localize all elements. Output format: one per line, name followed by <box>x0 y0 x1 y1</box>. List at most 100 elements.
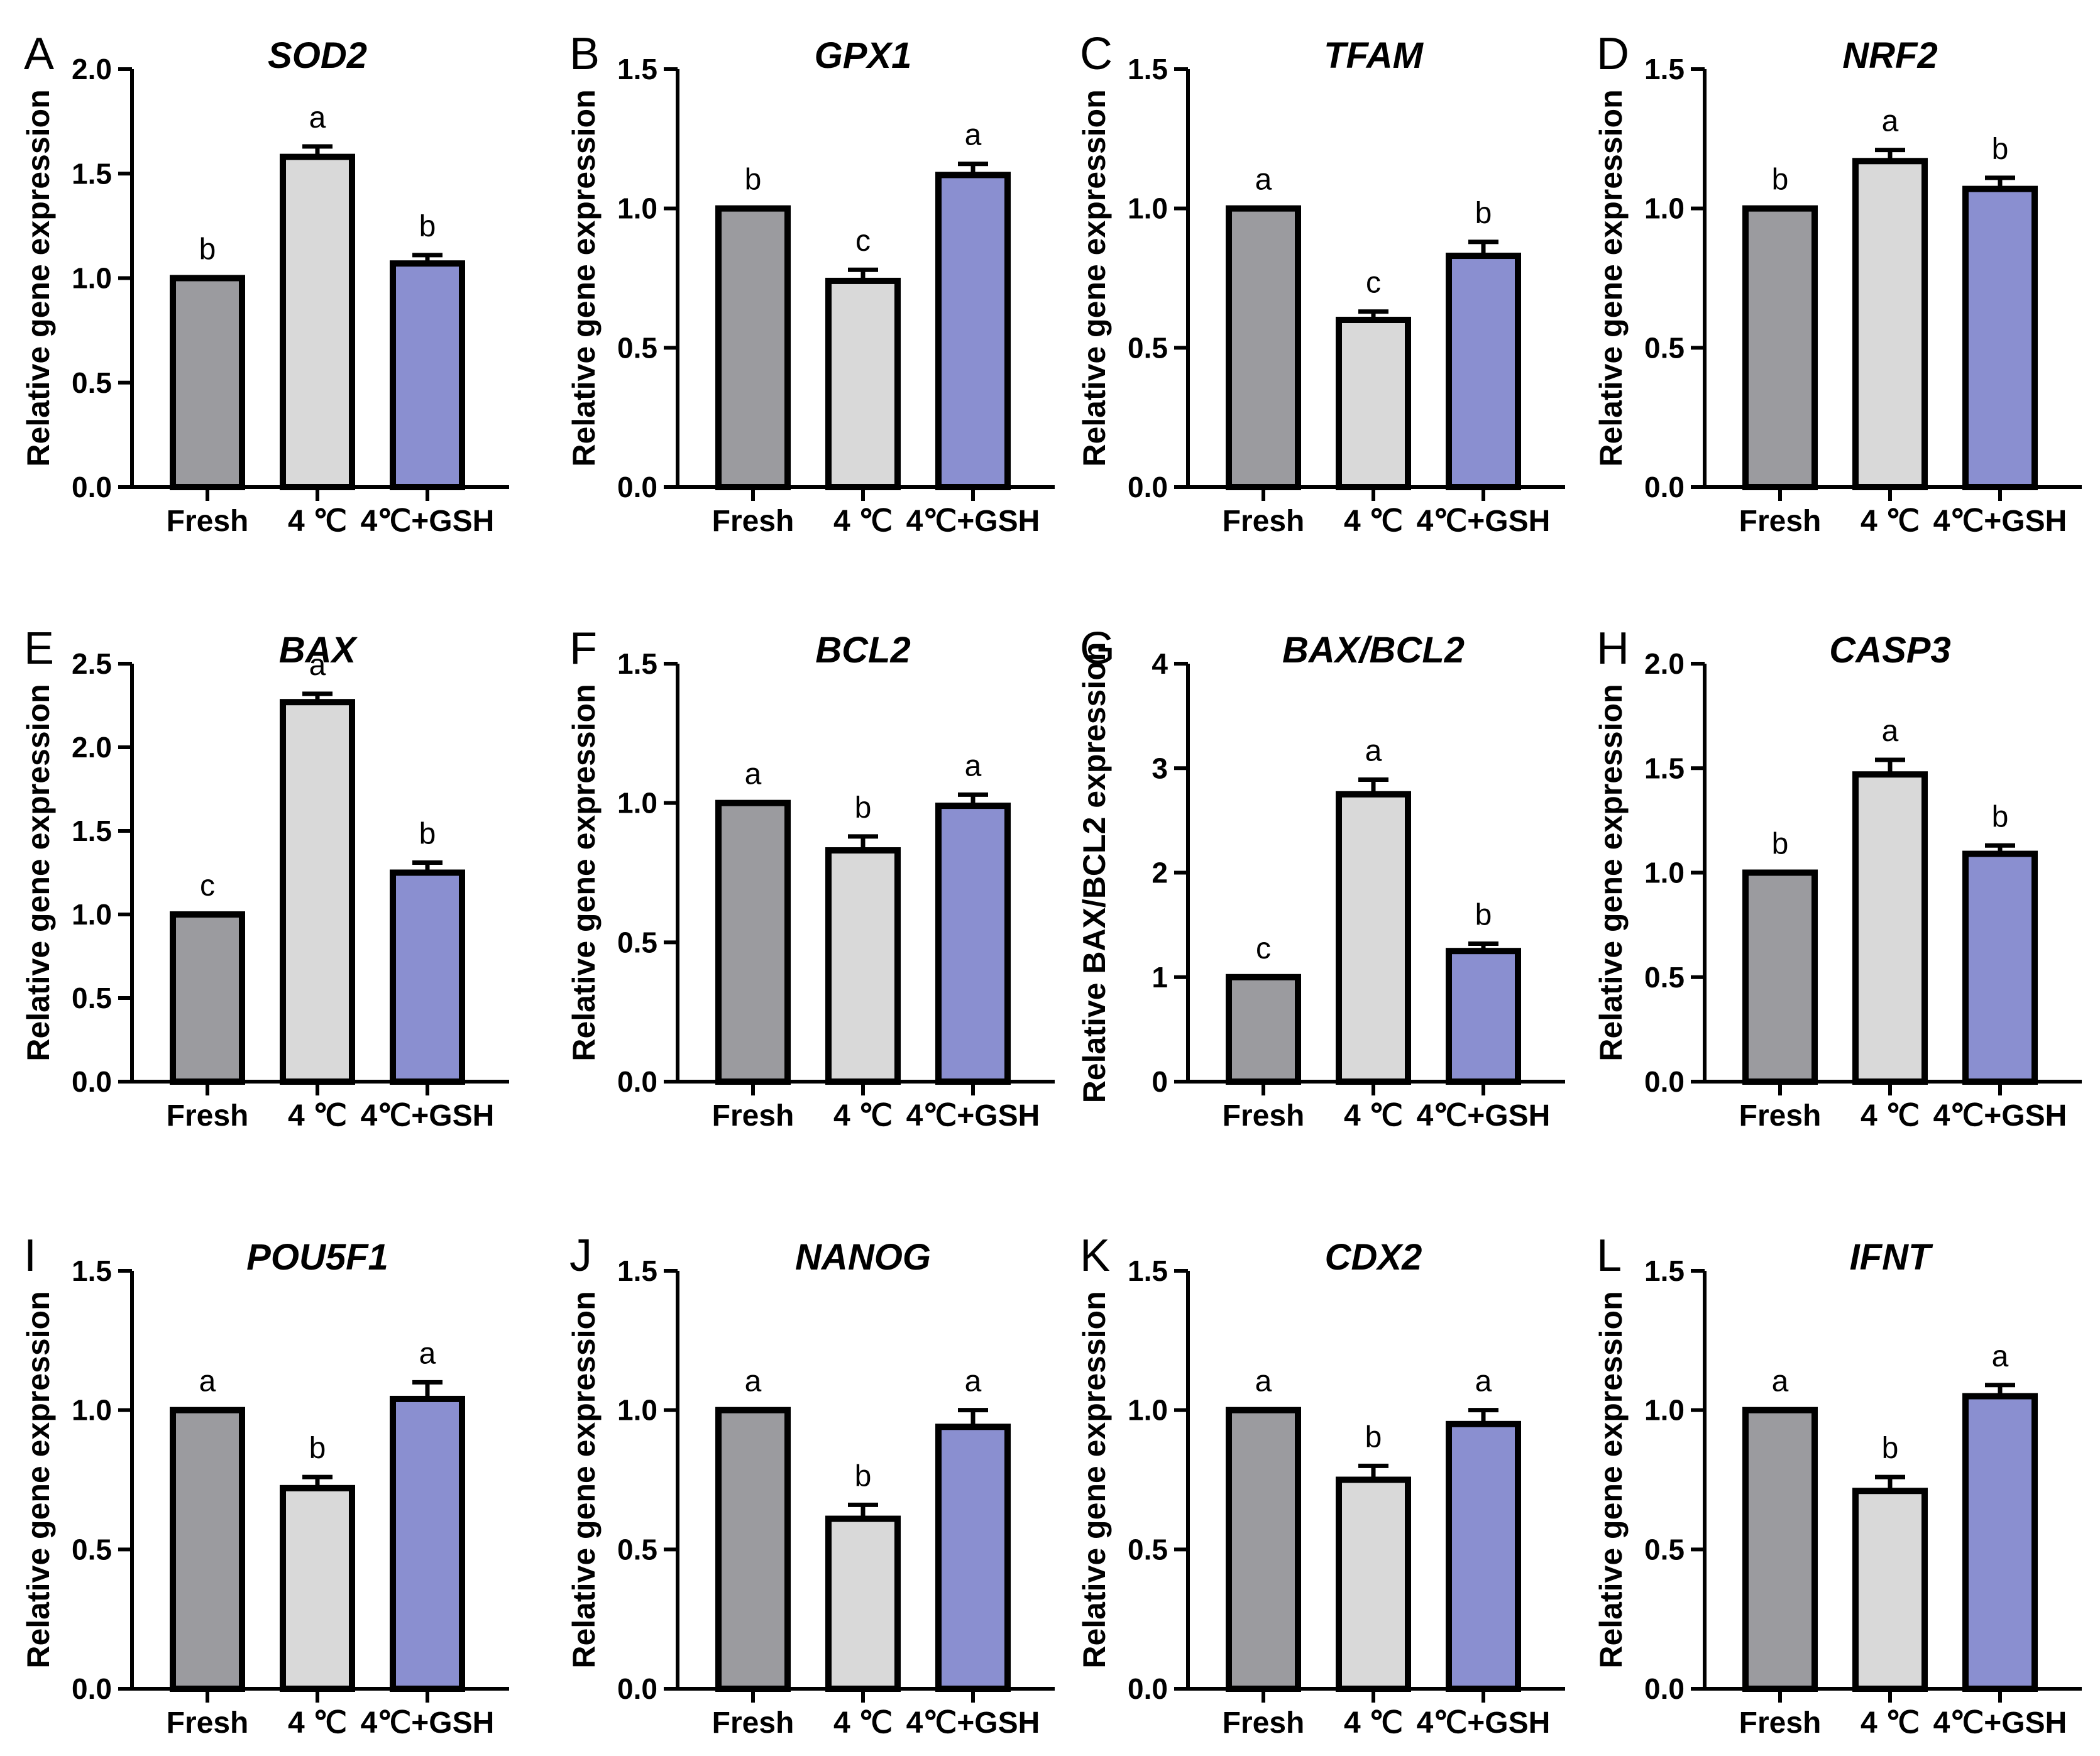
x-category-label: Fresh <box>167 1706 249 1740</box>
y-tick-label: 1.5 <box>72 1254 112 1287</box>
significance-label: a <box>745 1365 762 1398</box>
y-axis-label: Relative gene expression <box>1077 1291 1112 1668</box>
x-category-label: 4 ℃ <box>833 1099 893 1133</box>
chart-title: CDX2 <box>1325 1237 1422 1278</box>
significance-label: b <box>1992 800 2009 833</box>
chart-panel-j: J NANOG Relative gene expression 0.0 0.5 1.0 1… <box>566 1231 1055 1740</box>
bar <box>1962 1393 2038 1692</box>
bar <box>1226 205 1301 490</box>
chart-title: BCL2 <box>815 630 910 671</box>
y-tick-label: 1.0 <box>617 1394 657 1427</box>
y-tick-label: 1 <box>1152 961 1168 994</box>
y-axis-label: Relative gene expression <box>1593 89 1629 466</box>
x-category-label: 4℃+GSH <box>906 505 1040 538</box>
significance-label: b <box>419 210 436 243</box>
panel-letter: L <box>1597 1231 1622 1281</box>
significance-label: b <box>1365 1420 1382 1454</box>
y-tick-label: 2 <box>1152 857 1168 889</box>
bar <box>1852 1488 1928 1693</box>
y-tick-label: 0.5 <box>1644 961 1685 994</box>
significance-label: a <box>309 649 326 682</box>
chart-title: NRF2 <box>1842 35 1937 76</box>
y-axis-label: Relative gene expression <box>21 1291 56 1668</box>
y-tick-label: 0.5 <box>72 1533 112 1566</box>
x-category-label: Fresh <box>1223 505 1305 538</box>
x-category-label: 4℃+GSH <box>1417 1099 1551 1133</box>
x-category-label: Fresh <box>712 1706 794 1740</box>
y-tick-label: 1.5 <box>617 53 657 85</box>
bar <box>280 699 355 1085</box>
y-tick-label: 4 <box>1152 647 1168 680</box>
significance-label: a <box>1992 1340 2009 1373</box>
significance-label: a <box>1882 715 1899 748</box>
panel-letter: J <box>569 1231 592 1281</box>
y-tick-label: 0.0 <box>617 1672 657 1705</box>
significance-label: a <box>745 758 762 791</box>
chart-title: TFAM <box>1324 35 1424 76</box>
chart-panel-c: C TFAM Relative gene expression 0.0 0.5 1.0 1.… <box>1077 29 1565 538</box>
x-category-label: 4 ℃ <box>288 1099 347 1133</box>
y-tick-label: 1.0 <box>1644 1394 1685 1427</box>
bar <box>1446 253 1521 490</box>
chart-panel-h: H CASP3 Relative gene expression 0.0 0.5 1.0 1… <box>1593 623 2082 1133</box>
significance-label: b <box>1882 1432 1899 1465</box>
x-category-label: Fresh <box>1739 505 1822 538</box>
y-tick-label: 0.0 <box>617 471 657 503</box>
significance-label: c <box>855 224 871 258</box>
y-tick-label: 2.0 <box>72 53 112 85</box>
panel-letter: I <box>24 1231 36 1281</box>
y-axis-label: Relative gene expression <box>21 684 56 1061</box>
bar <box>280 1484 355 1693</box>
x-category-label: 4 ℃ <box>288 1706 347 1740</box>
y-tick-label: 1.5 <box>617 647 657 680</box>
y-tick-label: 1.0 <box>72 1394 112 1427</box>
x-category-label: 4℃+GSH <box>1933 505 2067 538</box>
bar <box>1446 948 1521 1085</box>
significance-label: c <box>1366 266 1381 300</box>
y-axis-label: Relative BAX/BCL2 expression <box>1077 642 1112 1104</box>
chart-title: NANOG <box>795 1237 931 1278</box>
significance-label: b <box>1772 828 1789 861</box>
x-category-label: 4 ℃ <box>288 505 347 538</box>
significance-label: a <box>965 749 982 782</box>
y-tick-label: 1.0 <box>1644 857 1685 889</box>
bar <box>715 1407 791 1693</box>
y-tick-label: 0.5 <box>617 1533 657 1566</box>
y-tick-label: 1.5 <box>617 1254 657 1287</box>
x-category-label: 4℃+GSH <box>361 1706 495 1740</box>
chart-panel-g: G BAX/BCL2 Relative BAX/BCL2 expression 0 1 2… <box>1077 623 1565 1133</box>
x-category-label: 4℃+GSH <box>361 505 495 538</box>
significance-label: a <box>199 1365 216 1398</box>
bar <box>1742 869 1818 1085</box>
significance-label: a <box>965 1365 982 1398</box>
x-category-label: 4 ℃ <box>833 505 893 538</box>
bar <box>390 1395 465 1693</box>
x-category-label: 4 ℃ <box>1344 505 1403 538</box>
bar <box>1446 1420 1521 1692</box>
chart-title: IFNT <box>1850 1237 1933 1278</box>
x-category-label: 4℃+GSH <box>361 1099 495 1133</box>
y-axis-label: Relative gene expression <box>1593 684 1629 1061</box>
chart-title: POU5F1 <box>246 1237 388 1278</box>
x-category-label: 4℃+GSH <box>1417 505 1551 538</box>
bar <box>1742 1407 1818 1693</box>
significance-label: a <box>1772 1365 1789 1398</box>
x-category-label: 4℃+GSH <box>906 1706 1040 1740</box>
y-tick-label: 0.0 <box>617 1065 657 1098</box>
y-tick-label: 1.0 <box>1128 192 1168 225</box>
y-tick-label: 1.0 <box>617 192 657 225</box>
x-category-label: Fresh <box>712 1099 794 1133</box>
bar <box>1226 1407 1301 1693</box>
y-axis-label: Relative gene expression <box>566 1291 602 1668</box>
significance-label: b <box>199 233 216 266</box>
chart-title: GPX1 <box>815 35 912 76</box>
chart-title: CASP3 <box>1829 630 1950 671</box>
y-tick-label: 0.5 <box>1644 331 1685 364</box>
y-tick-label: 1.5 <box>1644 53 1685 85</box>
significance-label: c <box>1256 932 1271 965</box>
y-tick-label: 0.0 <box>1128 471 1168 503</box>
bar <box>170 1407 245 1693</box>
chart-title: BAX/BCL2 <box>1282 630 1465 671</box>
panel-letter: G <box>1080 623 1115 674</box>
chart-panel-d: D NRF2 Relative gene expression 0.0 0.5 1.0 1.… <box>1593 29 2082 538</box>
